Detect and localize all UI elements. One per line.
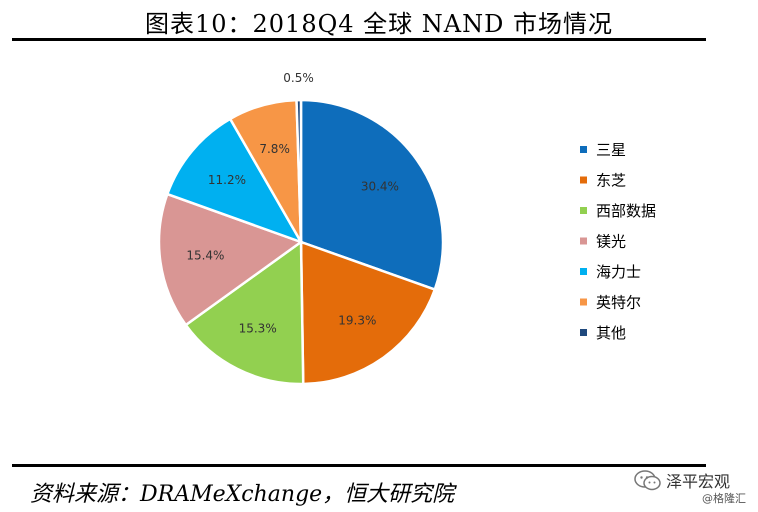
watermark-sub: @格隆汇 [702,492,746,505]
legend-label-3: 镁光 [596,233,626,251]
legend-swatch-6 [580,329,587,336]
pie-label-2: 15.3% [239,321,277,335]
legend-label-1: 东芝 [596,172,626,190]
legend-label-2: 西部数据 [596,202,656,220]
pie-slice-0 [299,98,445,292]
source-note: 资料来源：DRAMeXchange，恒大研究院 [30,482,455,507]
watermark: 泽平宏观 @格隆汇 [632,466,754,508]
wechat-icon [634,470,661,491]
pie-label-1: 19.3% [338,313,376,327]
watermark-main: 泽平宏观 [666,472,731,491]
pie-label-0: 30.4% [361,179,399,193]
legend-swatch-1 [580,176,587,184]
pie-labels: 30.4% 19.3% 15.3% 15.4% 11.2% 7.8% 0.5% [186,71,399,335]
pie-slice-4 [165,117,304,245]
pie-label-4: 11.2% [208,173,246,187]
bottom-rule [12,464,706,467]
top-rule [12,38,706,41]
legend-label-6: 其他 [596,324,626,342]
legend-swatch-5 [580,298,587,306]
pie-label-5: 7.8% [259,142,290,156]
chart-title: 图表10：2018Q4 全球 NAND 市场情况 [144,10,614,38]
legend-label-5: 英特尔 [596,294,641,312]
pie-slice-6 [295,98,303,243]
legend-swatch-2 [580,207,587,214]
pie-slice-1 [299,240,437,386]
pie-label-3: 15.4% [186,248,224,262]
pie-label-6: 0.5% [283,71,314,85]
pie-slice-2 [184,239,305,386]
legend-swatch-4 [580,268,587,275]
pie-slice-3 [157,192,304,327]
legend-label-4: 海力士 [596,263,641,281]
pie-slices [157,98,445,386]
legend-swatch-3 [580,237,587,245]
legend-swatch-0 [580,146,587,153]
legend-label-0: 三星 [596,141,626,159]
